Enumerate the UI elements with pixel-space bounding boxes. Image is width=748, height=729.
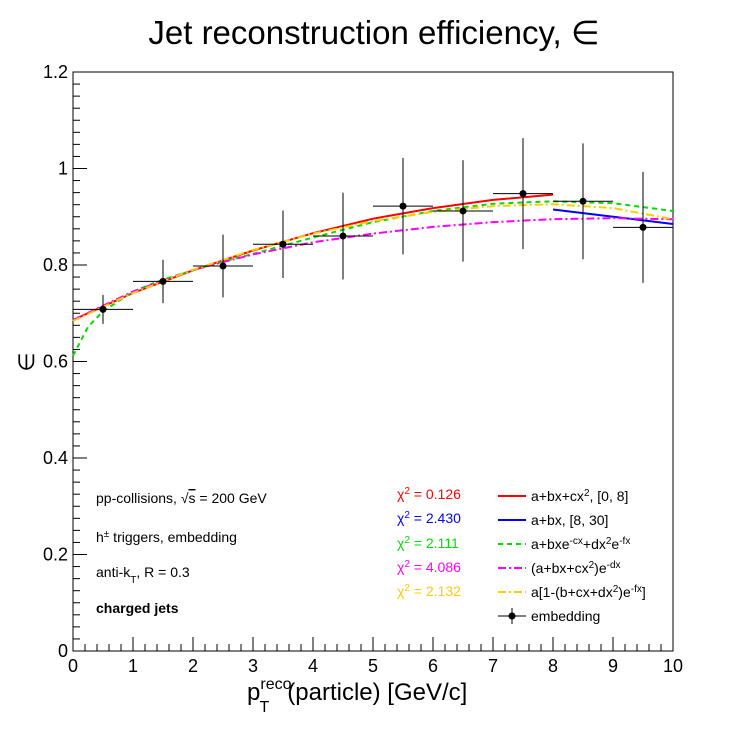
point-marker <box>279 240 287 248</box>
chi2-value: χ2 = 2.132 <box>397 583 461 600</box>
data-point <box>193 234 253 298</box>
point-marker <box>159 277 167 285</box>
fit-curves <box>72 193 674 357</box>
fit-curve <box>72 217 674 321</box>
legend-entry: embedding <box>498 608 600 624</box>
chart-title: Jet reconstruction efficiency, ∈ <box>148 14 599 51</box>
x-tick-label: 4 <box>308 656 318 676</box>
point-marker <box>219 262 227 270</box>
data-point <box>553 143 613 260</box>
x-tick-label: 9 <box>608 656 618 676</box>
point-marker <box>459 207 467 215</box>
fit-curve <box>72 200 674 357</box>
legend-label: a+bx, [8, 30] <box>531 512 608 528</box>
data-point <box>613 171 673 283</box>
point-marker <box>579 197 587 205</box>
y-tick-label: 1 <box>58 159 68 179</box>
legend-marker-dot <box>508 612 516 620</box>
chi2-value: χ2 = 4.086 <box>397 559 461 576</box>
point-marker <box>639 223 647 231</box>
point-marker <box>339 232 347 240</box>
legend-label: a[1-(b+cx+dx2)e-fx] <box>531 584 646 601</box>
axes: 0 1 2 3 4 5 6 7 8 9 10 0 0.2 0.4 0.6 0.8 1 1.2 preco T(part… <box>43 62 683 716</box>
legend-entry: a+bx+cx2, [0, 8] <box>498 488 628 505</box>
y-tick-label: 1.2 <box>43 62 68 82</box>
legend-label: embedding <box>531 608 600 624</box>
chi2-value: χ2 = 2.111 <box>397 535 459 552</box>
x-tick-label: 5 <box>368 656 378 676</box>
x-tick-label: 8 <box>548 656 558 676</box>
info-line: h± triggers, embedding <box>96 529 237 546</box>
data-point <box>73 294 133 324</box>
data-point <box>493 138 553 250</box>
data-point <box>433 160 493 262</box>
legend-label: a+bxe-cx+dx2e-fx <box>531 536 630 553</box>
legend: a+bx+cx2, [0, 8] a+bx, [8, 30] a+bxe-cx+dx… <box>498 488 646 624</box>
fit-curve <box>552 208 674 225</box>
x-axis-label: preco T(particle) [GeV/c] <box>247 676 467 716</box>
point-marker <box>519 190 527 198</box>
info-line: pp-collisions, √s = 200 GeV <box>96 490 267 506</box>
fit-curve <box>72 203 674 322</box>
x-tick-label: 6 <box>428 656 438 676</box>
data-point <box>253 210 313 279</box>
y-tick-label: 0.6 <box>43 352 68 372</box>
data-point <box>313 192 373 280</box>
x-tick-label: 2 <box>188 656 198 676</box>
y-tick-label: 0.8 <box>43 255 68 275</box>
x-tick-label: 10 <box>663 656 683 676</box>
data-points <box>73 138 673 324</box>
chi2-value: χ2 = 0.126 <box>397 486 461 503</box>
fit-curve <box>72 193 554 321</box>
y-tick-label: 0.4 <box>43 448 68 468</box>
legend-entry: (a+bx+cx2)e-dx <box>498 560 621 577</box>
data-point <box>133 259 193 304</box>
legend-entry: a[1-(b+cx+dx2)e-fx] <box>498 584 646 601</box>
info-line: anti-kT, R = 0.3 <box>96 564 190 586</box>
legend-label: (a+bx+cx2)e-dx <box>531 560 621 577</box>
data-point <box>373 157 433 255</box>
chi2-value: χ2 = 2.430 <box>397 510 461 527</box>
legend-entry: a+bx, [8, 30] <box>498 512 608 528</box>
y-tick-label: 0.2 <box>43 545 68 565</box>
legend-label: a+bx+cx2, [0, 8] <box>531 488 628 505</box>
y-tick-label: 0 <box>58 641 68 661</box>
legend-entry: a+bxe-cx+dx2e-fx <box>498 536 630 553</box>
point-marker <box>99 305 107 313</box>
x-tick-label: 0 <box>68 656 78 676</box>
x-tick-label: 3 <box>248 656 258 676</box>
annotations: pp-collisions, √s = 200 GeV h± triggers, … <box>96 486 461 617</box>
x-tick-label: 7 <box>488 656 498 676</box>
x-tick-label: 1 <box>128 656 138 676</box>
info-line: charged jets <box>96 600 179 616</box>
point-marker <box>399 202 407 210</box>
y-axis-label: ∈ <box>14 352 39 371</box>
